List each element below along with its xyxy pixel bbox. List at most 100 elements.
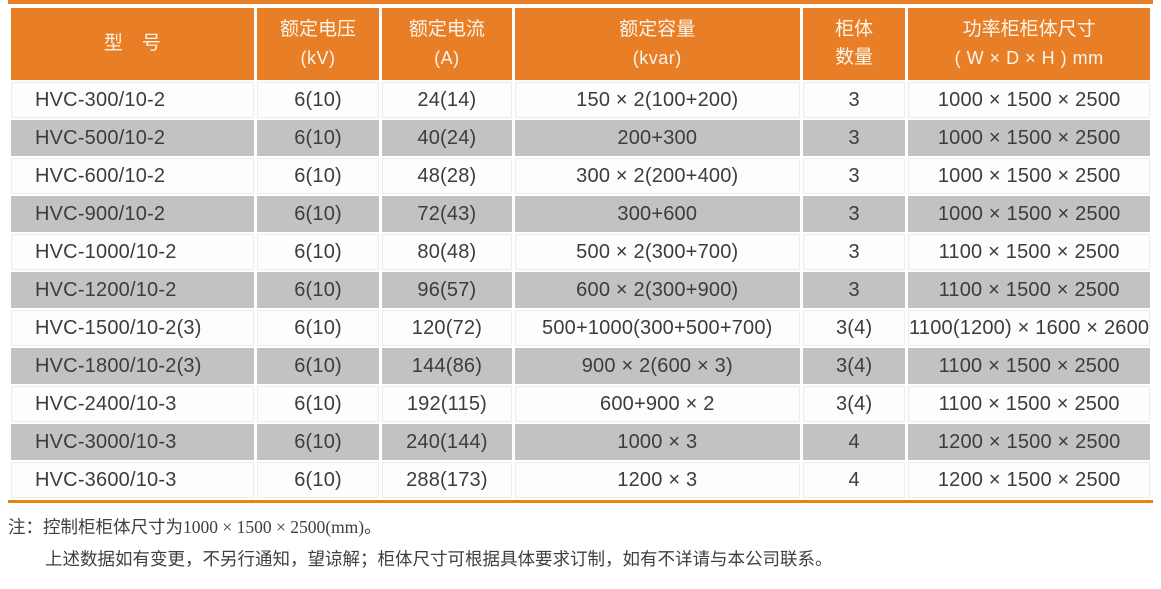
cell-voltage: 6(10) xyxy=(256,424,380,460)
header-current-label: 额定电流 xyxy=(408,19,485,41)
cell-cabinets: 4 xyxy=(803,462,906,498)
cell-capacity: 1000 × 3 xyxy=(514,424,801,460)
cell-model: HVC-500/10-2 xyxy=(11,120,254,156)
cell-current: 24(14) xyxy=(382,82,512,118)
header-capacity-label: 额定容量 xyxy=(619,19,696,41)
cell-model: HVC-300/10-2 xyxy=(11,82,254,118)
cell-voltage: 6(10) xyxy=(256,310,380,346)
header-capacity-unit: (kvar) xyxy=(632,47,682,68)
cell-current: 48(28) xyxy=(382,158,512,194)
cell-capacity: 600 × 2(300+900) xyxy=(514,272,801,308)
table-row: HVC-2400/10-3 6(10) 192(115) 600+900 × 2… xyxy=(11,386,1150,422)
spec-table: 型 号 额定电压 (kV) 额定电流 (A) 额定容量 (kvar) 柜体 数量 xyxy=(8,6,1153,500)
header-rated-current: 额定电流 (A) xyxy=(382,8,512,80)
cell-cabinets: 3(4) xyxy=(803,310,906,346)
footnote-line-1: 注：控制柜柜体尺寸为1000 × 1500 × 2500(mm)。 xyxy=(8,517,382,537)
cell-model: HVC-900/10-2 xyxy=(11,196,254,232)
table-row: HVC-1500/10-2(3) 6(10) 120(72) 500+1000(… xyxy=(11,310,1150,346)
cell-current: 72(43) xyxy=(382,196,512,232)
cell-size: 1000 × 1500 × 2500 xyxy=(908,82,1150,118)
table-row: HVC-3600/10-3 6(10) 288(173) 1200 × 3 4 … xyxy=(11,462,1150,498)
cell-current: 40(24) xyxy=(382,120,512,156)
cell-capacity: 500 × 2(300+700) xyxy=(514,234,801,270)
cell-size: 1100 × 1500 × 2500 xyxy=(908,272,1150,308)
table-header-row: 型 号 额定电压 (kV) 额定电流 (A) 额定容量 (kvar) 柜体 数量 xyxy=(11,8,1150,80)
cell-model: HVC-1800/10-2(3) xyxy=(11,348,254,384)
cell-model: HVC-1200/10-2 xyxy=(11,272,254,308)
header-model-label: 型 号 xyxy=(103,32,161,54)
cell-voltage: 6(10) xyxy=(256,462,380,498)
cell-voltage: 6(10) xyxy=(256,82,380,118)
cell-voltage: 6(10) xyxy=(256,272,380,308)
cell-size: 1200 × 1500 × 2500 xyxy=(908,424,1150,460)
cell-capacity: 300+600 xyxy=(514,196,801,232)
cell-voltage: 6(10) xyxy=(256,120,380,156)
header-cabinet-label-2: 数量 xyxy=(835,47,874,68)
table-row: HVC-900/10-2 6(10) 72(43) 300+600 3 1000… xyxy=(11,196,1150,232)
cell-current: 192(115) xyxy=(382,386,512,422)
header-model: 型 号 xyxy=(11,8,254,80)
header-rated-voltage: 额定电压 (kV) xyxy=(256,8,380,80)
cell-capacity: 300 × 2(200+400) xyxy=(514,158,801,194)
header-cabinet-size: 功率柜柜体尺寸 ( W × D × H ) mm xyxy=(908,8,1150,80)
cell-size: 1100 × 1500 × 2500 xyxy=(908,348,1150,384)
header-cabinet-label-1: 柜体 xyxy=(835,18,874,40)
cell-current: 120(72) xyxy=(382,310,512,346)
table-row: HVC-1800/10-2(3) 6(10) 144(86) 900 × 2(6… xyxy=(11,348,1150,384)
cell-size: 1100 × 1500 × 2500 xyxy=(908,234,1150,270)
cell-model: HVC-1000/10-2 xyxy=(11,234,254,270)
cell-current: 288(173) xyxy=(382,462,512,498)
table-row: HVC-3000/10-3 6(10) 240(144) 1000 × 3 4 … xyxy=(11,424,1150,460)
spec-sheet: 型 号 额定电压 (kV) 额定电流 (A) 额定容量 (kvar) 柜体 数量 xyxy=(8,0,1153,576)
header-cabinet-count: 柜体 数量 xyxy=(803,8,906,80)
cell-current: 96(57) xyxy=(382,272,512,308)
footnote-line-2: 上述数据如有变更，不另行通知，望谅解；柜体尺寸可根据具体要求订制，如有不详请与本… xyxy=(45,548,833,569)
cell-cabinets: 3 xyxy=(803,82,906,118)
header-rated-capacity: 额定容量 (kvar) xyxy=(514,8,801,80)
cell-model: HVC-1500/10-2(3) xyxy=(11,310,254,346)
cell-cabinets: 3 xyxy=(803,120,906,156)
header-size-unit: ( W × D × H ) mm xyxy=(954,47,1104,68)
cell-size: 1000 × 1500 × 2500 xyxy=(908,196,1150,232)
cell-model: HVC-600/10-2 xyxy=(11,158,254,194)
cell-model: HVC-3600/10-3 xyxy=(11,462,254,498)
cell-size: 1200 × 1500 × 2500 xyxy=(908,462,1150,498)
cell-size: 1100(1200) × 1600 × 2600 xyxy=(908,310,1150,346)
table-row: HVC-1200/10-2 6(10) 96(57) 600 × 2(300+9… xyxy=(11,272,1150,308)
table-bottom-accent-bar xyxy=(8,500,1153,503)
cell-current: 144(86) xyxy=(382,348,512,384)
cell-voltage: 6(10) xyxy=(256,234,380,270)
cell-cabinets: 3(4) xyxy=(803,386,906,422)
cell-capacity: 900 × 2(600 × 3) xyxy=(514,348,801,384)
table-row: HVC-500/10-2 6(10) 40(24) 200+300 3 1000… xyxy=(11,120,1150,156)
cell-cabinets: 3 xyxy=(803,234,906,270)
cell-cabinets: 4 xyxy=(803,424,906,460)
cell-capacity: 1200 × 3 xyxy=(514,462,801,498)
cell-capacity: 200+300 xyxy=(514,120,801,156)
table-row: HVC-1000/10-2 6(10) 80(48) 500 × 2(300+7… xyxy=(11,234,1150,270)
header-size-label: 功率柜柜体尺寸 xyxy=(962,19,1096,41)
cell-capacity: 500+1000(300+500+700) xyxy=(514,310,801,346)
cell-voltage: 6(10) xyxy=(256,158,380,194)
header-voltage-label: 额定电压 xyxy=(280,19,357,41)
cell-cabinets: 3 xyxy=(803,158,906,194)
cell-voltage: 6(10) xyxy=(256,348,380,384)
table-row: HVC-600/10-2 6(10) 48(28) 300 × 2(200+40… xyxy=(11,158,1150,194)
cell-model: HVC-2400/10-3 xyxy=(11,386,254,422)
table-top-accent-bar xyxy=(8,0,1153,4)
cell-current: 80(48) xyxy=(382,234,512,270)
cell-voltage: 6(10) xyxy=(256,196,380,232)
cell-cabinets: 3 xyxy=(803,196,906,232)
footnotes: 注：控制柜柜体尺寸为1000 × 1500 × 2500(mm)。 上述数据如有… xyxy=(8,512,1153,576)
cell-current: 240(144) xyxy=(382,424,512,460)
cell-size: 1000 × 1500 × 2500 xyxy=(908,158,1150,194)
table-row: HVC-300/10-2 6(10) 24(14) 150 × 2(100+20… xyxy=(11,82,1150,118)
header-current-unit: (A) xyxy=(434,47,460,68)
header-voltage-unit: (kV) xyxy=(300,47,336,68)
cell-model: HVC-3000/10-3 xyxy=(11,424,254,460)
cell-size: 1000 × 1500 × 2500 xyxy=(908,120,1150,156)
cell-voltage: 6(10) xyxy=(256,386,380,422)
cell-cabinets: 3(4) xyxy=(803,348,906,384)
cell-capacity: 600+900 × 2 xyxy=(514,386,801,422)
cell-capacity: 150 × 2(100+200) xyxy=(514,82,801,118)
